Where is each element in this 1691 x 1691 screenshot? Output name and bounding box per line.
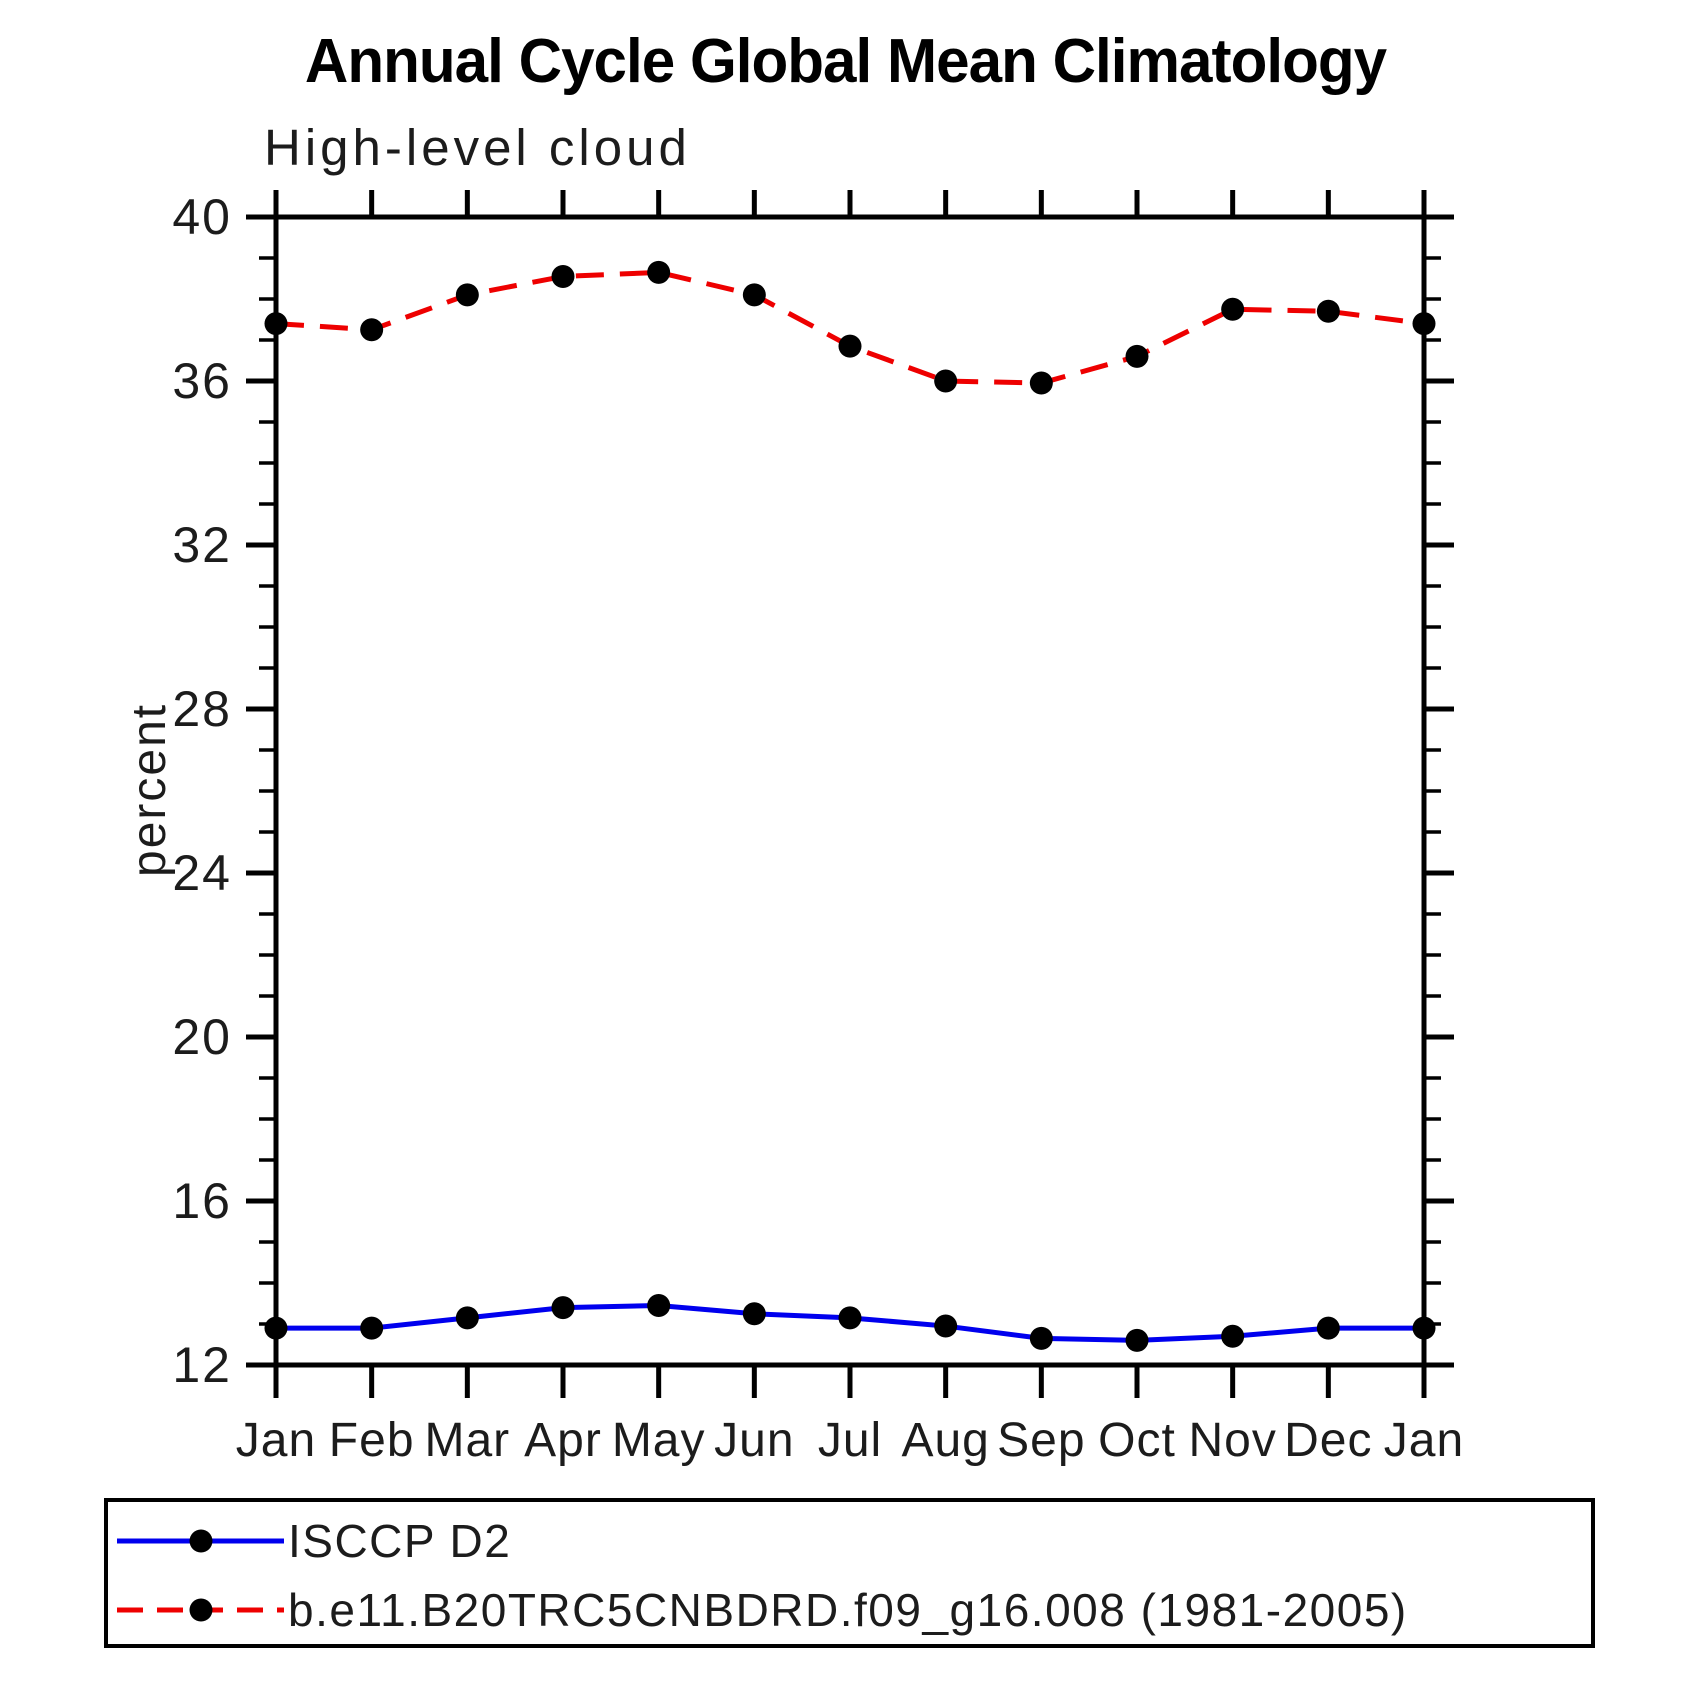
data-point-marker (1412, 312, 1436, 336)
legend-swatch-solid-line (117, 1529, 284, 1553)
data-point-marker (647, 1294, 671, 1318)
data-point-marker (1125, 344, 1149, 368)
y-tick-label: 32 (172, 517, 232, 573)
chart-subtitle: High-level cloud (264, 119, 691, 176)
legend-marker-dot (189, 1529, 213, 1553)
x-tick-label: Mar (424, 1414, 510, 1467)
legend-marker-dot (189, 1598, 213, 1622)
y-tick-label: 20 (172, 1009, 232, 1065)
y-tick-label: 36 (172, 353, 232, 409)
x-tick-label: Aug (901, 1414, 989, 1467)
data-point-marker (360, 318, 384, 342)
data-point-marker (1316, 1316, 1340, 1340)
data-point-marker (934, 1314, 958, 1338)
y-tick-label: 28 (172, 681, 232, 737)
x-tick-label: Dec (1284, 1414, 1372, 1467)
data-point-marker (934, 369, 958, 393)
data-point-marker (264, 312, 288, 336)
data-point-marker (1221, 297, 1245, 321)
x-tick-label: Feb (329, 1414, 415, 1467)
data-point-marker (1221, 1324, 1245, 1348)
data-point-marker (455, 283, 479, 307)
data-point-marker (1316, 299, 1340, 323)
data-point-marker (1125, 1328, 1149, 1352)
x-tick-label: Jan (236, 1414, 316, 1467)
y-tick-label: 12 (172, 1337, 232, 1393)
data-point-marker (647, 260, 671, 284)
legend-swatch-dashed-line (117, 1598, 284, 1622)
y-tick-label: 40 (172, 189, 232, 245)
data-point-marker (1412, 1316, 1436, 1340)
legend-box: ISCCP D2 b.e11.B20TRC5CNBDRD.f09_g16.008… (104, 1498, 1595, 1648)
chart-title: Annual Cycle Global Mean Climatology (304, 27, 1387, 96)
data-point-marker (1029, 371, 1053, 395)
legend-item-isccp: ISCCP D2 (116, 1515, 512, 1567)
data-point-marker (360, 1316, 384, 1340)
legend-label: ISCCP D2 (288, 1515, 512, 1567)
data-point-marker (551, 1296, 575, 1320)
x-tick-label: Jun (714, 1414, 794, 1467)
data-point-marker (742, 283, 766, 307)
x-tick-label: Oct (1098, 1414, 1176, 1467)
data-point-marker (551, 264, 575, 288)
y-tick-label: 16 (172, 1173, 232, 1229)
legend-item-model: b.e11.B20TRC5CNBDRD.f09_g16.008 (1981-20… (116, 1584, 1408, 1636)
data-point-marker (742, 1302, 766, 1326)
x-tick-label: May (612, 1414, 706, 1467)
data-point-marker (455, 1306, 479, 1330)
x-tick-label: Jan (1384, 1414, 1464, 1467)
legend-label: b.e11.B20TRC5CNBDRD.f09_g16.008 (1981-20… (288, 1584, 1408, 1636)
x-tick-label: Apr (524, 1414, 602, 1467)
data-point-marker (838, 334, 862, 358)
x-tick-label: Jul (818, 1414, 882, 1467)
data-point-marker (264, 1316, 288, 1340)
data-point-marker (838, 1306, 862, 1330)
x-tick-label: Nov (1188, 1414, 1276, 1467)
y-tick-label: 24 (172, 845, 232, 901)
series-line-dashed (275, 269, 1425, 386)
data-point-marker (1029, 1326, 1053, 1350)
x-tick-label: Sep (997, 1414, 1085, 1467)
